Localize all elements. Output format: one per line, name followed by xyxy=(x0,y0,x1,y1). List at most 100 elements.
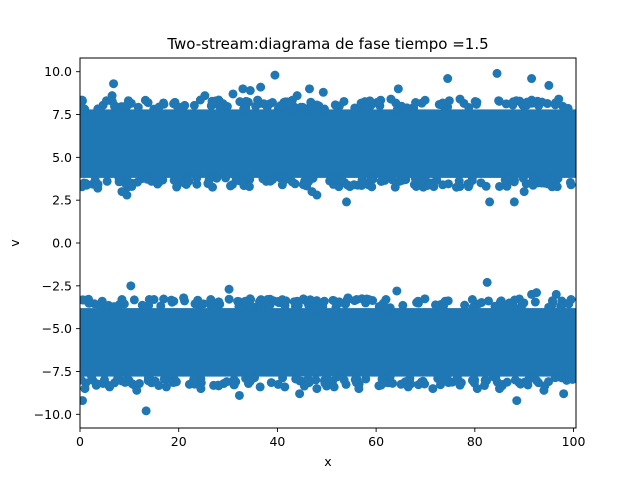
edge-point xyxy=(251,101,261,111)
lower-stream-point xyxy=(440,296,450,306)
upper-stream-point xyxy=(267,98,277,108)
edge-point xyxy=(140,95,150,105)
edge-point xyxy=(467,375,477,385)
upper-stream-point xyxy=(184,176,194,186)
upper-stream-point xyxy=(93,183,103,193)
edge-point xyxy=(339,375,349,385)
x-axis-label: x xyxy=(324,454,331,469)
upper-stream-point xyxy=(256,82,266,92)
upper-stream-point xyxy=(292,91,302,101)
upper-stream-point xyxy=(312,190,322,200)
lower-stream-point xyxy=(105,382,115,392)
edge-point xyxy=(189,374,199,384)
edge-point xyxy=(291,374,301,384)
edge-point xyxy=(360,102,370,112)
lower-stream-point xyxy=(559,389,569,399)
edge-point xyxy=(528,180,538,190)
edge-point xyxy=(156,301,166,311)
edge-point xyxy=(112,374,122,384)
upper-stream-point xyxy=(401,175,411,185)
edge-point xyxy=(159,294,169,304)
upper-stream-point xyxy=(485,197,495,207)
y-tick-label: −2.5 xyxy=(42,278,72,293)
upper-stream-point xyxy=(492,68,502,78)
lower-stream-point xyxy=(532,288,542,298)
edge-point xyxy=(476,178,486,188)
plot-frame xyxy=(79,57,577,429)
edge-point xyxy=(123,96,133,106)
upper-stream-point xyxy=(544,80,554,90)
upper-stream-point xyxy=(270,70,280,80)
edge-point xyxy=(193,295,203,305)
edge-point xyxy=(438,98,448,108)
edge-point xyxy=(265,176,275,186)
edge-point xyxy=(556,301,566,311)
edge-point xyxy=(470,97,480,107)
lower-stream-point xyxy=(472,384,482,394)
lower-stream-point xyxy=(455,380,465,390)
upper-stream-point xyxy=(102,176,112,186)
upper-stream-point xyxy=(107,91,117,101)
lower-stream-point xyxy=(428,384,438,394)
upper-stream-point xyxy=(245,86,255,96)
edge-point xyxy=(228,376,238,386)
y-tick-label: 7.5 xyxy=(52,107,72,122)
edge-point xyxy=(387,175,397,185)
edge-point xyxy=(87,372,97,382)
lower-stream-point xyxy=(343,293,353,303)
y-tick-label: 0.0 xyxy=(52,236,72,251)
lower-stream-point xyxy=(126,281,136,291)
density-bands xyxy=(80,109,576,377)
lower-stream-point xyxy=(392,286,402,296)
chart-title: Two-stream:diagrama de fase tiempo =1.5 xyxy=(166,35,488,53)
edge-point xyxy=(522,100,532,110)
lower-stream-point xyxy=(334,298,344,308)
x-axis-ticks: 0 20 40 60 80 100 xyxy=(76,428,586,449)
upper-stream-point xyxy=(386,94,396,104)
x-tick-label: 20 xyxy=(171,434,187,449)
lower-stream-point xyxy=(149,295,159,305)
edge-point xyxy=(280,301,290,311)
lower-stream-point xyxy=(319,296,329,306)
lower-stream-point xyxy=(504,298,514,308)
upper-stream-point xyxy=(359,178,369,188)
upper-stream-point xyxy=(539,173,549,183)
lower-stream-point xyxy=(80,396,87,406)
edge-point xyxy=(137,300,147,310)
upper-stream-point xyxy=(228,89,238,99)
lower-stream-point xyxy=(292,296,302,306)
upper-stream-point xyxy=(504,173,514,183)
upper-stream-point xyxy=(211,96,221,106)
edge-point xyxy=(508,97,518,107)
upper-stream-point xyxy=(374,98,384,108)
upper-stream-point xyxy=(318,87,328,97)
edge-point xyxy=(361,374,371,384)
lower-stream-point xyxy=(495,384,505,394)
lower-stream-band xyxy=(80,308,576,377)
edge-point xyxy=(258,174,268,184)
upper-stream-point xyxy=(159,99,169,109)
lower-stream-point xyxy=(263,295,273,305)
edge-point xyxy=(420,294,430,304)
edge-point xyxy=(129,295,139,305)
lower-stream-point xyxy=(117,295,127,305)
lower-stream-point xyxy=(295,389,305,399)
upper-stream-point xyxy=(147,176,157,186)
edge-point xyxy=(256,300,266,310)
edge-point xyxy=(451,182,461,192)
upper-stream-point xyxy=(80,178,89,188)
edge-point xyxy=(144,300,154,310)
edge-point xyxy=(305,295,315,305)
edge-point xyxy=(244,182,254,192)
x-tick-label: 100 xyxy=(562,434,586,449)
upper-stream-point xyxy=(438,180,448,190)
y-tick-label: −7.5 xyxy=(42,364,72,379)
upper-stream-point xyxy=(122,190,132,200)
edge-point xyxy=(80,375,86,385)
edge-point xyxy=(276,101,286,111)
lower-stream-point xyxy=(312,384,322,394)
y-tick-label: 2.5 xyxy=(52,193,72,208)
y-tick-label: −10.0 xyxy=(34,407,72,422)
upper-stream-point xyxy=(509,197,519,207)
